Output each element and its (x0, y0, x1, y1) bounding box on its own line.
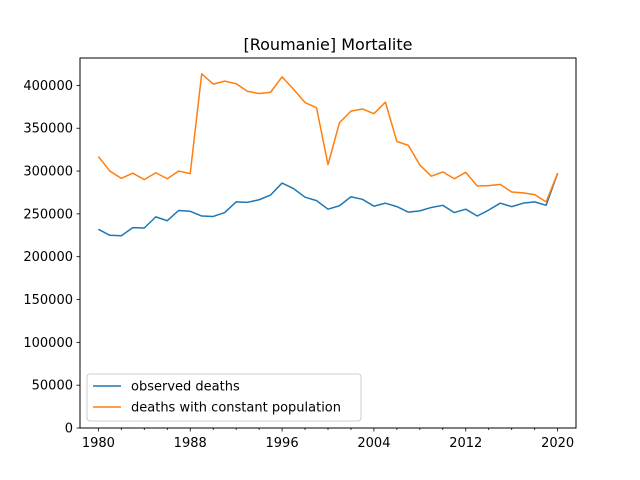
y-tick-label: 250000 (23, 207, 73, 222)
y-tick-label: 300000 (23, 165, 73, 180)
x-tick-label: 1988 (174, 436, 207, 451)
y-tick-label: 0 (65, 422, 73, 437)
x-tick-label: 1980 (82, 436, 115, 451)
y-tick-label: 150000 (23, 293, 73, 308)
legend-box (86, 373, 362, 422)
x-axis: 1980 1988 1996 2004 2012 2020 (82, 428, 574, 451)
chart-title: [Roumanie] Mortalite (244, 35, 413, 54)
y-tick-label: 400000 (23, 79, 73, 94)
y-tick-label: 350000 (23, 122, 73, 137)
x-tick-label: 2012 (449, 436, 482, 451)
series-line-1 (98, 172, 559, 237)
x-tick-label: 2004 (357, 436, 390, 451)
legend-label-1: observed deaths (131, 380, 240, 395)
legend: observed deaths deaths with constant popu… (86, 373, 362, 422)
y-axis: 0 50000 100000 150000 200000 250000 300000 3500… (23, 79, 80, 437)
series-layer (97, 73, 559, 237)
y-tick-label: 100000 (23, 336, 73, 351)
y-tick-label: 200000 (23, 250, 73, 265)
y-tick-label: 50000 (32, 379, 73, 394)
legend-label-2: deaths with constant population (131, 401, 341, 416)
x-tick-label: 2020 (541, 436, 574, 451)
series-line-2 (97, 73, 559, 203)
x-tick-label: 1996 (266, 436, 299, 451)
